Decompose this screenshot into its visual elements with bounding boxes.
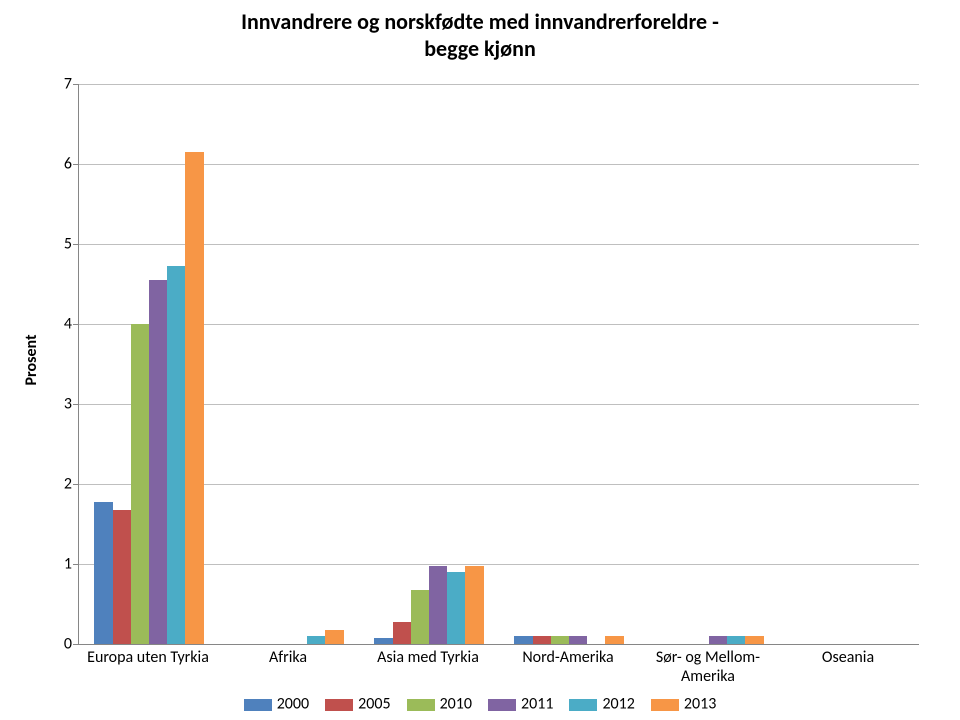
bar: [605, 636, 623, 644]
bar: [429, 566, 447, 644]
y-axis-label: Prosent: [22, 334, 41, 385]
ytick-mark: [73, 324, 78, 325]
ytick-mark: [73, 244, 78, 245]
bar: [131, 324, 149, 644]
ytick-label: 3: [50, 395, 72, 414]
legend-swatch: [244, 699, 272, 711]
bar: [307, 636, 325, 644]
ytick-mark: [73, 84, 78, 85]
gridline: [79, 484, 919, 485]
legend-item: 2013: [651, 694, 716, 714]
ytick-label: 4: [50, 315, 72, 334]
ytick-label: 5: [50, 235, 72, 254]
legend-swatch: [651, 699, 679, 711]
bar: [374, 638, 392, 644]
bar: [569, 636, 587, 644]
legend-label: 2011: [521, 695, 553, 714]
ytick-mark: [73, 484, 78, 485]
ytick-mark: [73, 644, 78, 645]
ytick-mark: [73, 564, 78, 565]
bar: [167, 266, 185, 644]
bar: [551, 636, 569, 644]
gridline: [79, 404, 919, 405]
ytick-mark: [73, 164, 78, 165]
bar: [447, 572, 465, 644]
legend-item: 2011: [488, 694, 553, 714]
legend-label: 2012: [602, 695, 634, 714]
bar: [325, 630, 343, 644]
ytick-mark: [73, 404, 78, 405]
bar: [185, 152, 203, 644]
legend-label: 2010: [440, 695, 472, 714]
gridline: [79, 244, 919, 245]
ytick-label: 7: [50, 75, 72, 94]
xtick-label: Asia med Tyrkia: [358, 648, 498, 667]
ytick-label: 0: [50, 635, 72, 654]
bar: [393, 622, 411, 644]
legend: 2000 2005 2010 2011 2012 2013: [0, 694, 960, 714]
bar: [745, 636, 763, 644]
legend-item: 2012: [569, 694, 634, 714]
chart-title: Innvandrere og norskfødte med innvandrer…: [0, 8, 960, 62]
legend-item: 2000: [244, 694, 309, 714]
bar: [113, 510, 131, 644]
gridline: [79, 84, 919, 85]
bar: [149, 280, 167, 644]
plot-area: [78, 84, 919, 645]
bar: [94, 502, 112, 644]
xtick-label: Afrika: [218, 648, 358, 667]
legend-swatch: [325, 699, 353, 711]
bar: [727, 636, 745, 644]
chart-container: Innvandrere og norskfødte med innvandrer…: [0, 0, 960, 720]
xtick-label: Sør- og Mellom- Amerika: [638, 648, 778, 686]
legend-swatch: [407, 699, 435, 711]
legend-label: 2000: [277, 695, 309, 714]
bar: [514, 636, 532, 644]
xtick-label: Oseania: [778, 648, 918, 667]
legend-label: 2013: [684, 695, 716, 714]
xtick-label: Europa uten Tyrkia: [78, 648, 218, 667]
ytick-label: 1: [50, 555, 72, 574]
legend-swatch: [488, 699, 516, 711]
ytick-label: 6: [50, 155, 72, 174]
legend-item: 2010: [407, 694, 472, 714]
ytick-label: 2: [50, 475, 72, 494]
bar: [465, 566, 483, 644]
legend-item: 2005: [325, 694, 390, 714]
gridline: [79, 564, 919, 565]
xtick-label: Nord-Amerika: [498, 648, 638, 667]
gridline: [79, 324, 919, 325]
legend-swatch: [569, 699, 597, 711]
gridline: [79, 164, 919, 165]
legend-label: 2005: [358, 695, 390, 714]
bar: [411, 590, 429, 644]
bar: [533, 636, 551, 644]
bar: [709, 636, 727, 644]
